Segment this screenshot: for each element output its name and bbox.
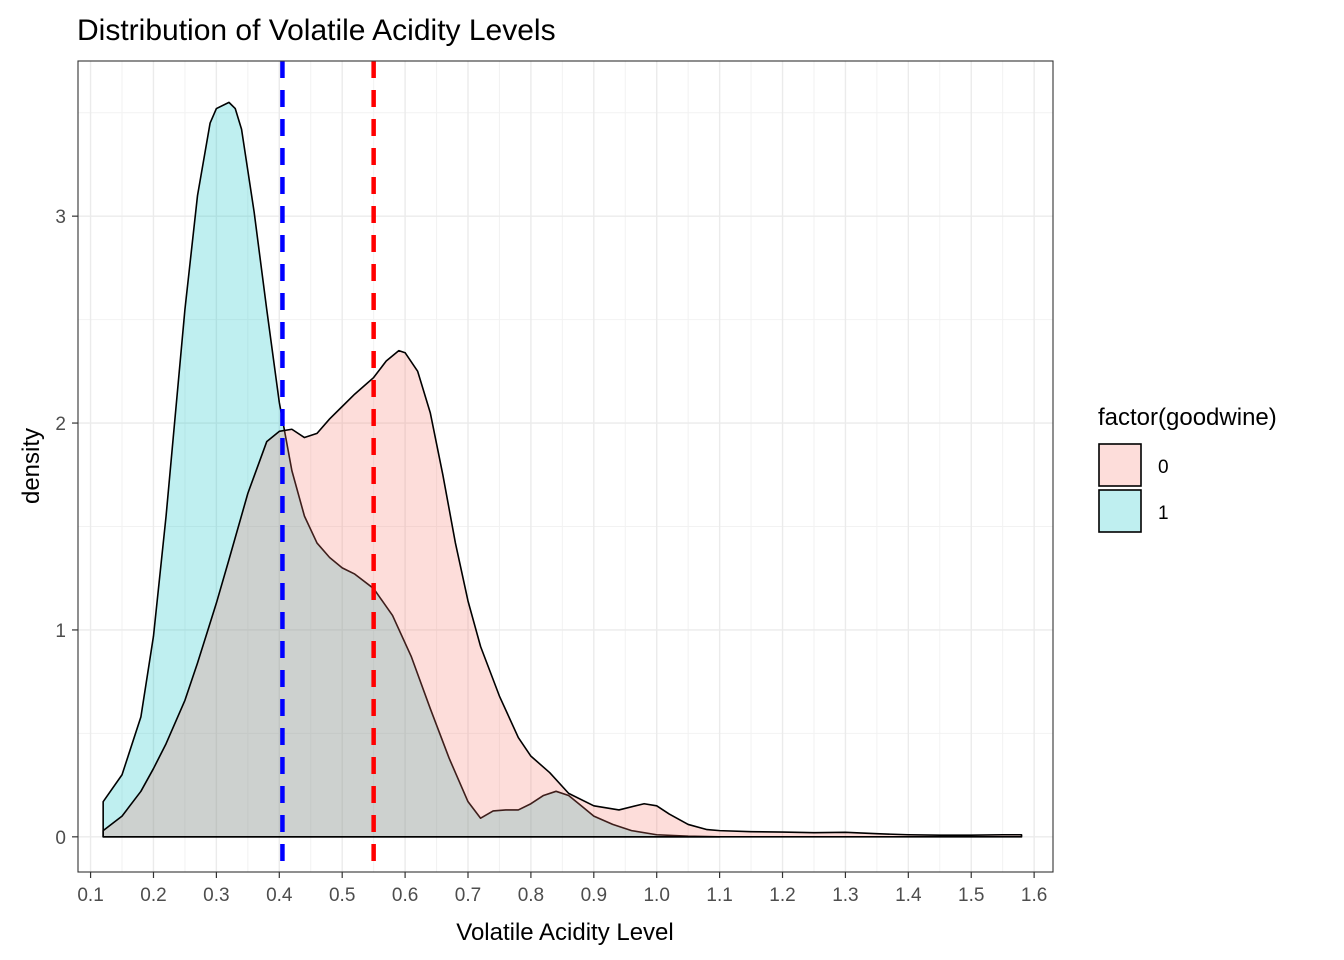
- legend-key-background: [1099, 444, 1141, 486]
- chart-title: Distribution of Volatile Acidity Levels: [77, 14, 556, 47]
- x-tick-label: 0.4: [266, 885, 293, 906]
- x-tick-label: 0.2: [140, 885, 166, 906]
- series-layer: [102, 101, 1023, 838]
- x-tick-label: 1.5: [958, 885, 984, 906]
- legend-key-1: [1098, 489, 1142, 533]
- panel-border: [77, 60, 1054, 873]
- density-area-series-0: [102, 349, 1023, 838]
- legend-key-0: [1098, 443, 1142, 487]
- x-tick-label: 0.9: [581, 885, 607, 906]
- x-tick-label: 1.0: [643, 885, 669, 906]
- x-tick-label: 0.8: [518, 885, 544, 906]
- x-tick-label: 0.3: [203, 885, 229, 906]
- x-tick-label: 0.7: [455, 885, 481, 906]
- x-tick-label: 0.5: [329, 885, 355, 906]
- legend-label-0: 0: [1158, 457, 1169, 478]
- x-tick-label: 1.6: [1021, 885, 1047, 906]
- legend-entries: 01: [1098, 443, 1169, 533]
- x-tick-label: 1.1: [706, 885, 732, 906]
- y-tick-label: 1: [55, 621, 66, 642]
- y-axis: 0 1 2 3: [55, 207, 78, 849]
- legend: factor(goodwine) 01: [1098, 404, 1277, 533]
- y-tick-label: 2: [55, 414, 66, 435]
- x-tick-label: 0.1: [77, 885, 103, 906]
- y-axis-title: density: [18, 428, 45, 504]
- x-axis-title: Volatile Acidity Level: [456, 919, 673, 946]
- reference-lines: [280, 61, 376, 872]
- panel-background: [78, 61, 1053, 872]
- y-tick-label: 0: [55, 828, 66, 849]
- x-axis: 0.1 0.2 0.3 0.4 0.5 0.6 0.7 0.8 0.9 1.0 1.1 1.2 1.3 1…: [77, 872, 1047, 906]
- x-tick-label: 1.3: [832, 885, 858, 906]
- x-tick-label: 0.6: [392, 885, 418, 906]
- grid-minor: [78, 61, 1053, 872]
- x-tick-label: 1.4: [895, 885, 922, 906]
- x-tick-label: 1.2: [769, 885, 795, 906]
- y-tick-label: 3: [55, 207, 66, 228]
- legend-label-1: 1: [1158, 503, 1169, 524]
- plot-panel: [77, 60, 1054, 873]
- legend-key-background: [1099, 490, 1141, 532]
- density-area-series-1: [102, 101, 721, 838]
- legend-title: factor(goodwine): [1098, 404, 1277, 431]
